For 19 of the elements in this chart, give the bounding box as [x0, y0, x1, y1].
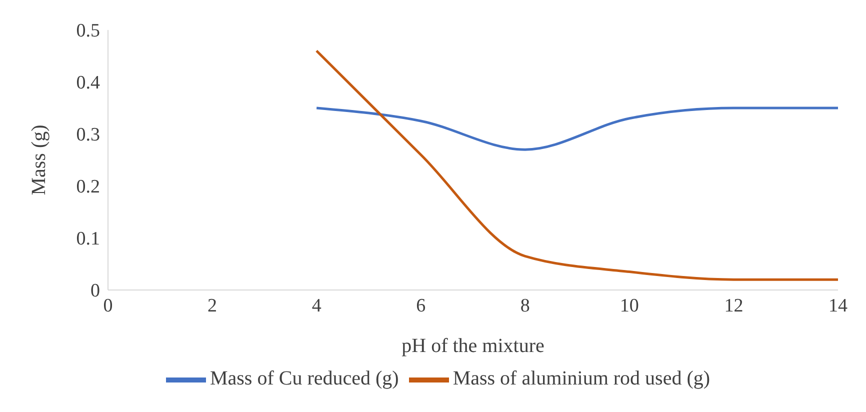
line-series: [315, 50, 838, 281]
x-axis-title: pH of the mixture: [402, 335, 544, 357]
y-tick-label: 0.2: [76, 176, 100, 198]
y-tick-label: 0.5: [76, 20, 100, 42]
x-tick-label: 8: [520, 295, 530, 316]
x-tick-label: 4: [312, 295, 322, 316]
x-tick-label: 6: [416, 295, 426, 316]
legend-label: Mass of Cu reduced (g): [210, 368, 399, 390]
legend-label: Mass of aluminium rod used (g): [452, 368, 710, 390]
x-tick-label: 14: [828, 295, 848, 316]
x-tick-label: 12: [724, 295, 744, 316]
y-tick-label: 0: [90, 280, 100, 302]
y-tick-label: 0.4: [76, 72, 100, 94]
y-axis-title: Mass (g): [28, 124, 50, 196]
y-tick-label: 0.1: [76, 228, 100, 250]
y-tick-label: 0.3: [76, 124, 100, 146]
x-tick-label: 10: [620, 295, 639, 316]
line-series: [315, 106, 838, 151]
x-tick-label: 2: [208, 295, 218, 316]
